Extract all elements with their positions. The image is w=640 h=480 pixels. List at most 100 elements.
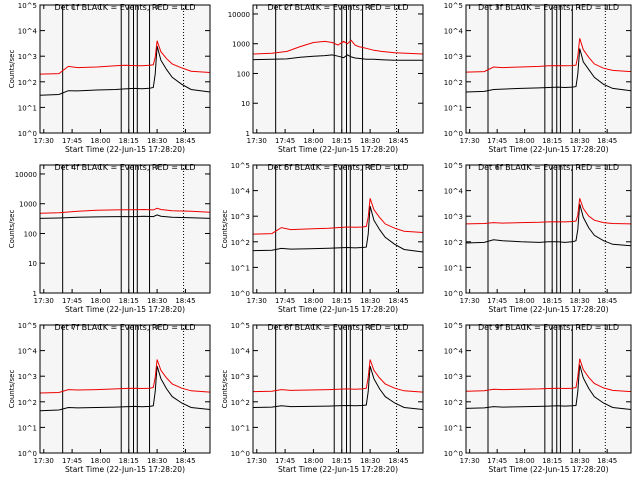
panel-7-x-tick-label-1: 17:45 [62, 457, 82, 465]
panel-4-group: 17:30 17:45 18:00 18:15 18:30 18:45 1 10 100 1000… [8, 163, 211, 314]
panel-3-x-tick-label-3: 18:15 [542, 137, 562, 145]
panel-3-x-tick-label-5: 18:45 [597, 137, 617, 145]
panel-1-x-tick-label-2: 18:00 [90, 137, 110, 145]
panel-2-plot-area [253, 5, 423, 133]
panel-9-y-tick-label-0: 10^0 [444, 450, 463, 458]
panel-3-x-tick-label-2: 18:00 [515, 137, 535, 145]
panel-3-y-tick-label-3: 10^3 [444, 53, 463, 61]
panel-5-x-tick-label-2: 18:00 [303, 297, 323, 305]
panel-1-y-tick-label-0: 10^0 [18, 130, 37, 138]
panel-1-y-axis-label: Counts/sec [8, 50, 16, 89]
panel-7-y-tick-label-0: 10^0 [18, 450, 37, 458]
panel-6-x-tick-label-3: 18:15 [542, 297, 562, 305]
panel-3-y-tick-label-5: 10^5 [444, 2, 463, 10]
panel-7-y-axis-label: Counts/sec [8, 370, 16, 409]
panel-4-lld-line [40, 207, 210, 214]
panel-9-frame [465, 324, 632, 454]
panel-9-x-axis-label: Start Time (22-Jun-15 17:28:20) [489, 465, 609, 474]
panel-7-y-tick-label-1: 10^1 [18, 424, 37, 432]
panel-1-lld-line [40, 40, 210, 75]
panel-3-y-tick-label-0: 10^0 [444, 130, 463, 138]
panel-5-y-tick-label-4: 10^4 [231, 188, 251, 196]
panel-1-y-tick-label-1: 10^1 [18, 104, 37, 112]
panel-1-x-tick-label-4: 18:30 [147, 137, 167, 145]
panel-7-y-tick-label-3: 10^3 [18, 373, 37, 381]
panel-6-y-tick-label-4: 10^4 [444, 188, 464, 196]
panel-2-x-axis-label: Start Time (22-Jun-15 17:28:20) [278, 145, 398, 154]
panel-1-group: 17:30 17:45 18:00 18:15 18:30 18:45 10^0 10^1 10… [8, 2, 211, 154]
panel-2-y-tick-label-2: 100 [237, 70, 250, 78]
panel-7-title: Det 7f BLACK = Events, RED = LLD [54, 323, 195, 332]
panel-8-y-tick-label-3: 10^3 [231, 373, 250, 381]
panel-6-title: Det 6f BLACK = Events, RED = LLD [478, 163, 619, 172]
panel-4-x-tick-label-3: 18:15 [119, 297, 139, 305]
panel-8-y-tick-label-5: 10^5 [231, 322, 250, 330]
panel-7-x-tick-label-0: 17:30 [34, 457, 54, 465]
panel-9-y-tick-label-3: 10^3 [444, 373, 463, 381]
panel-8-x-axis-label: Start Time (22-Jun-15 17:28:20) [278, 465, 398, 474]
panel-4-x-tick-label-2: 18:00 [90, 297, 110, 305]
panel-8-group: 17:30 17:45 18:00 18:15 18:30 18:45 10^0 10^1 10… [221, 322, 424, 474]
panel-9-x-tick-label-4: 18:30 [570, 457, 590, 465]
panel-8-x-tick-label-3: 18:15 [332, 457, 352, 465]
panel-5-y-tick-label-1: 10^1 [231, 264, 250, 272]
panel-5-y-tick-label-2: 10^2 [231, 239, 250, 247]
panel-9-y-tick-label-4: 10^4 [444, 348, 464, 356]
panel-2-lld-line [253, 39, 423, 55]
panel-2-title: Det 2f BLACK = Events, RED = LLD [267, 3, 408, 12]
panel-5-y-tick-label-0: 10^0 [231, 290, 250, 298]
panel-2-events-line [253, 54, 423, 61]
panel-5-x-tick-label-1: 17:45 [275, 297, 295, 305]
panel-5-y-tick-label-5: 10^5 [231, 162, 250, 170]
panel-3-plot-area [466, 5, 631, 133]
panel-2-x-tick-label-2: 18:00 [303, 137, 323, 145]
panel-5-x-tick-label-3: 18:15 [332, 297, 352, 305]
panel-8-x-tick-label-5: 18:45 [388, 457, 408, 465]
panel-8-x-tick-label-4: 18:30 [360, 457, 380, 465]
panel-4-x-tick-label-1: 17:45 [62, 297, 82, 305]
panel-9-lld-line [466, 358, 631, 393]
panel-7-x-tick-label-4: 18:30 [147, 457, 167, 465]
panel-4-y-tick-label-4: 10000 [15, 171, 37, 179]
panel-4-y-tick-label-3: 1000 [19, 201, 37, 209]
panel-3-x-tick-label-1: 17:45 [487, 137, 507, 145]
panel-8-y-tick-label-4: 10^4 [231, 348, 251, 356]
panel-8-y-axis-label: Counts/sec [221, 370, 229, 409]
panel-6-y-tick-label-0: 10^0 [444, 290, 463, 298]
panel-4-frame [39, 164, 211, 294]
panel-8-x-tick-label-2: 18:00 [303, 457, 323, 465]
panel-5-y-tick-label-3: 10^3 [231, 213, 250, 221]
panel-5-y-axis-label: Counts/sec [221, 210, 229, 249]
panel-6-group: 17:30 17:45 18:00 18:15 18:30 18:45 10^0 10^1 10… [444, 162, 632, 314]
panel-6-x-tick-label-0: 17:30 [460, 297, 480, 305]
panel-4-y-tick-label-1: 10 [28, 260, 37, 268]
panel-6-x-tick-label-4: 18:30 [570, 297, 590, 305]
panel-3-group: 17:30 17:45 18:00 18:15 18:30 18:45 10^0 10^1 10… [444, 2, 632, 154]
panel-7-y-tick-label-5: 10^5 [18, 322, 37, 330]
panel-9-x-tick-label-0: 17:30 [460, 457, 480, 465]
panel-5-x-axis-label: Start Time (22-Jun-15 17:28:20) [278, 305, 398, 314]
panel-1-x-axis-label: Start Time (22-Jun-15 17:28:20) [65, 145, 185, 154]
panel-2-frame [252, 4, 424, 134]
panel-3-y-tick-label-4: 10^4 [444, 28, 464, 36]
panel-8-y-tick-label-2: 10^2 [231, 399, 250, 407]
panel-1-x-tick-label-5: 18:45 [175, 137, 195, 145]
panel-2-y-tick-label-0: 1 [246, 130, 250, 138]
panel-9-x-tick-label-1: 17:45 [487, 457, 507, 465]
panel-9-x-tick-label-2: 18:00 [515, 457, 535, 465]
panel-3-x-axis-label: Start Time (22-Jun-15 17:28:20) [489, 145, 609, 154]
panel-2-x-tick-label-1: 17:45 [275, 137, 295, 145]
panel-7-events-line [40, 365, 210, 412]
panel-9-title: Det 9f BLACK = Events, RED = LLD [478, 323, 619, 332]
panel-1-y-tick-label-3: 10^3 [18, 53, 37, 61]
panel-9-events-line [466, 364, 631, 410]
panel-6-x-tick-label-1: 17:45 [487, 297, 507, 305]
panel-4-x-tick-label-4: 18:30 [147, 297, 167, 305]
panel-3-lld-line [466, 38, 631, 73]
panel-8-title: Det 8f BLACK = Events, RED = LLD [267, 323, 408, 332]
panel-4-x-axis-label: Start Time (22-Jun-15 17:28:20) [65, 305, 185, 314]
panel-4-x-tick-label-5: 18:45 [175, 297, 195, 305]
panel-9-y-tick-label-1: 10^1 [444, 424, 463, 432]
panel-6-plot-area [466, 165, 631, 293]
